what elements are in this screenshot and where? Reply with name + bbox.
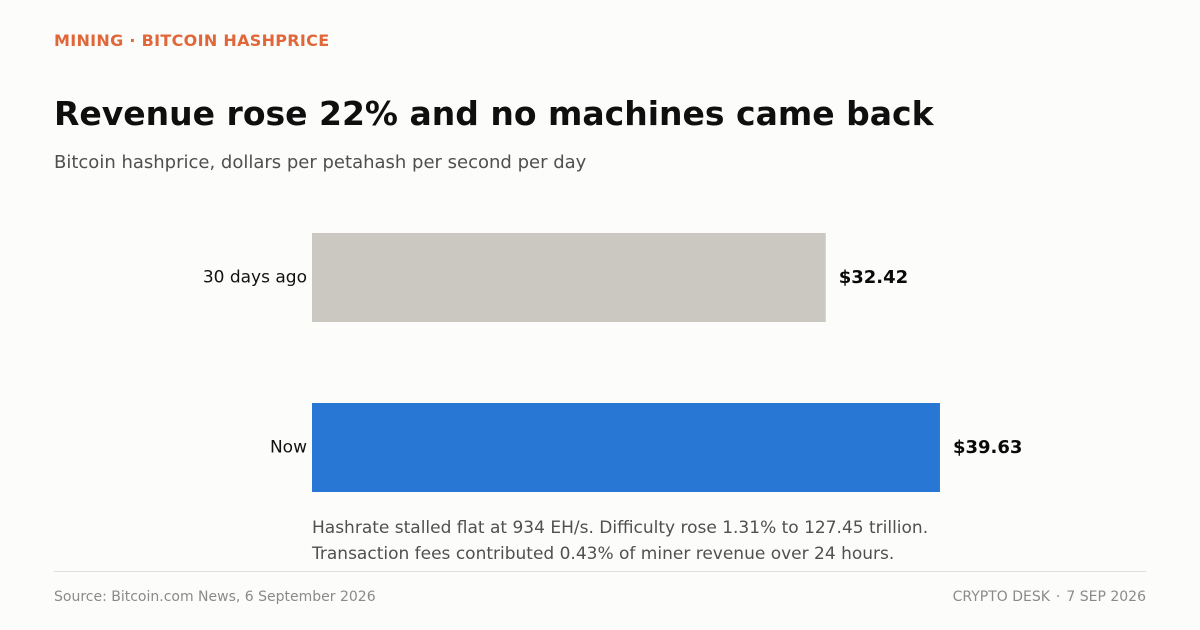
bar-1 xyxy=(312,403,940,492)
chart-note: Hashrate stalled flat at 934 EH/s. Diffi… xyxy=(312,515,928,567)
bar-0 xyxy=(312,233,826,322)
category-label-0: 30 days ago xyxy=(203,268,307,288)
value-label-1: $39.63 xyxy=(953,437,1022,458)
footer-separator: · xyxy=(1055,589,1061,605)
publisher-name: CRYPTO DESK xyxy=(952,589,1050,605)
value-label-0: $32.42 xyxy=(839,267,908,288)
footer-credit: CRYPTO DESK · 7 SEP 2026 xyxy=(953,588,1146,606)
note-line-1: Hashrate stalled flat at 934 EH/s. Diffi… xyxy=(312,518,929,538)
category-label-1: Now xyxy=(270,438,307,458)
chart-title: Revenue rose 22% and no machines came ba… xyxy=(54,94,934,133)
source-credit: Source: Bitcoin.com News, 6 September 20… xyxy=(54,589,376,605)
chart-subtitle: Bitcoin hashprice, dollars per petahash … xyxy=(54,152,587,173)
publish-date: 7 SEP 2026 xyxy=(1066,589,1146,605)
kicker: MINING · BITCOIN HASHPRICE xyxy=(54,31,330,50)
footer-divider xyxy=(54,571,1146,572)
bar-chart: 30 days ago $32.42 Now $39.63 xyxy=(203,233,1022,492)
note-line-2: Transaction fees contributed 0.43% of mi… xyxy=(312,544,895,564)
